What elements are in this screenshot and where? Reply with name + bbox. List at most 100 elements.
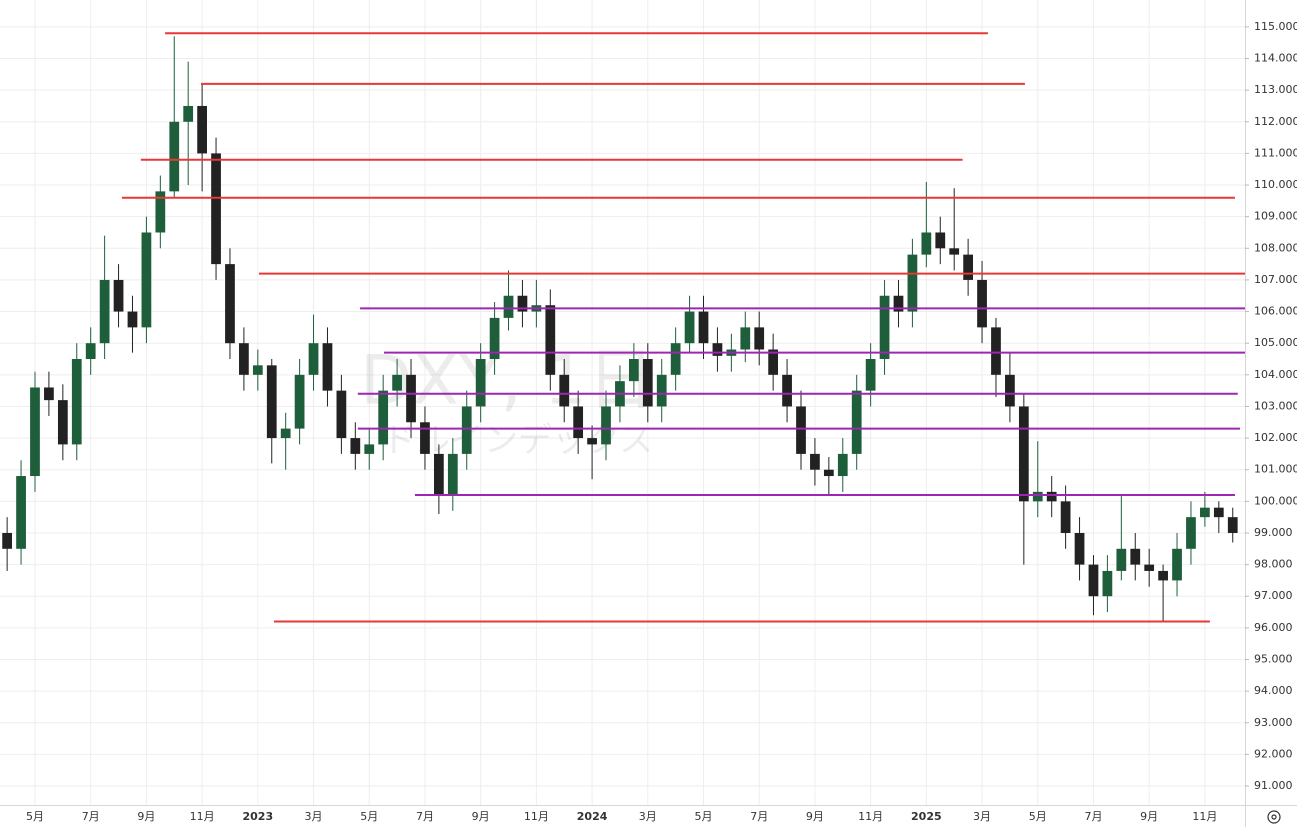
candle-body bbox=[851, 390, 862, 454]
candle-body bbox=[308, 343, 319, 375]
candle-body bbox=[169, 121, 180, 192]
candle-body bbox=[420, 422, 430, 454]
candle-body bbox=[601, 406, 611, 445]
x-tick-label: 2025 bbox=[911, 810, 942, 823]
candle-body bbox=[754, 327, 765, 350]
candle-body bbox=[211, 153, 221, 265]
candle-body bbox=[489, 317, 500, 360]
y-tick-label: 92.000 bbox=[1254, 747, 1293, 760]
candle-body bbox=[559, 374, 570, 407]
x-tick-label: 5月 bbox=[360, 810, 378, 823]
x-tick-label: 9月 bbox=[806, 810, 824, 823]
candle-body bbox=[921, 232, 932, 255]
x-tick-label: 7月 bbox=[750, 810, 768, 823]
candle-body bbox=[141, 232, 152, 328]
candle-body bbox=[712, 343, 723, 356]
candle-body bbox=[1130, 548, 1141, 565]
candle-body bbox=[935, 232, 946, 249]
candle-body bbox=[1046, 491, 1057, 502]
candle-body bbox=[378, 390, 389, 445]
x-tick-label: 3月 bbox=[305, 810, 323, 823]
candle-body bbox=[183, 105, 194, 122]
x-tick-label: 7月 bbox=[82, 810, 100, 823]
candle-body bbox=[294, 374, 305, 429]
candle-body bbox=[517, 295, 528, 312]
y-tick-label: 109.000 bbox=[1254, 210, 1297, 223]
x-tick-label: 5月 bbox=[1029, 810, 1047, 823]
x-tick-label: 5月 bbox=[695, 810, 713, 823]
candle-body bbox=[907, 254, 918, 312]
candle-body bbox=[587, 438, 597, 445]
y-tick-label: 103.000 bbox=[1254, 399, 1297, 412]
x-tick-label: 11月 bbox=[1192, 810, 1217, 823]
x-tick-label: 11月 bbox=[190, 810, 215, 823]
candle-body bbox=[475, 359, 486, 407]
y-tick-label: 110.000 bbox=[1254, 178, 1297, 191]
candle-body bbox=[768, 349, 779, 375]
y-tick-label: 104.000 bbox=[1254, 368, 1297, 381]
x-tick-label: 5月 bbox=[26, 810, 44, 823]
candle-body bbox=[949, 248, 960, 255]
x-tick-label: 9月 bbox=[472, 810, 490, 823]
y-tick-label: 112.000 bbox=[1254, 115, 1297, 128]
y-tick-label: 94.000 bbox=[1254, 684, 1293, 697]
candle-body bbox=[406, 374, 416, 423]
candle-body bbox=[1172, 548, 1182, 581]
candle-body bbox=[963, 254, 973, 280]
candle-body bbox=[796, 406, 806, 454]
candle-body bbox=[545, 305, 556, 375]
candle-body bbox=[447, 453, 458, 496]
settings-button[interactable] bbox=[1267, 810, 1281, 824]
candle-body bbox=[2, 532, 13, 549]
candle-body bbox=[99, 279, 110, 344]
y-tick-label: 99.000 bbox=[1254, 526, 1293, 539]
y-tick-label: 98.000 bbox=[1254, 558, 1293, 571]
candle-body bbox=[642, 359, 653, 407]
y-tick-label: 111.000 bbox=[1254, 146, 1297, 159]
x-tick-label: 3月 bbox=[973, 810, 991, 823]
candle-body bbox=[670, 343, 681, 375]
x-tick-label: 7月 bbox=[416, 810, 434, 823]
candle-body bbox=[740, 327, 751, 350]
y-tick-label: 106.000 bbox=[1254, 305, 1297, 318]
y-tick-label: 102.000 bbox=[1254, 431, 1297, 444]
x-tick-label: 3月 bbox=[639, 810, 657, 823]
candle-body bbox=[322, 343, 333, 391]
y-tick-label: 114.000 bbox=[1254, 52, 1297, 65]
candle-body bbox=[656, 374, 667, 407]
candle-body bbox=[823, 469, 834, 477]
candle-body bbox=[684, 311, 695, 344]
x-tick-label: 9月 bbox=[137, 810, 155, 823]
candle-body bbox=[1213, 507, 1224, 518]
candle-body bbox=[893, 295, 904, 312]
candle-body bbox=[1200, 507, 1210, 518]
candle-body bbox=[1032, 491, 1043, 502]
candle-body bbox=[364, 444, 375, 454]
candle-body bbox=[85, 343, 96, 360]
candle-body bbox=[879, 295, 890, 360]
candle-body bbox=[239, 343, 249, 375]
candle-body bbox=[977, 279, 987, 328]
y-tick-label: 101.000 bbox=[1254, 463, 1297, 476]
candle-body bbox=[503, 295, 514, 318]
y-tick-label: 95.000 bbox=[1254, 652, 1293, 665]
candle-body bbox=[991, 327, 1001, 375]
candle-body bbox=[1158, 570, 1168, 581]
x-tick-label: 7月 bbox=[1084, 810, 1102, 823]
y-tick-label: 115.000 bbox=[1254, 20, 1297, 33]
candle-body bbox=[782, 374, 792, 407]
y-tick-label: 108.000 bbox=[1254, 241, 1297, 254]
settings-icon[interactable] bbox=[1267, 810, 1281, 824]
x-tick-label: 2023 bbox=[243, 810, 274, 823]
candle-body bbox=[1144, 564, 1155, 571]
settings-icon-center bbox=[1271, 814, 1277, 820]
candle-body bbox=[252, 365, 263, 375]
candle-body bbox=[392, 374, 402, 391]
y-tick-label: 105.000 bbox=[1254, 336, 1297, 349]
candle-body bbox=[1116, 548, 1127, 571]
candle-body bbox=[810, 453, 820, 470]
y-tick-label: 96.000 bbox=[1254, 621, 1293, 634]
candle-body bbox=[1060, 501, 1071, 533]
y-tick-label: 107.000 bbox=[1254, 273, 1297, 286]
